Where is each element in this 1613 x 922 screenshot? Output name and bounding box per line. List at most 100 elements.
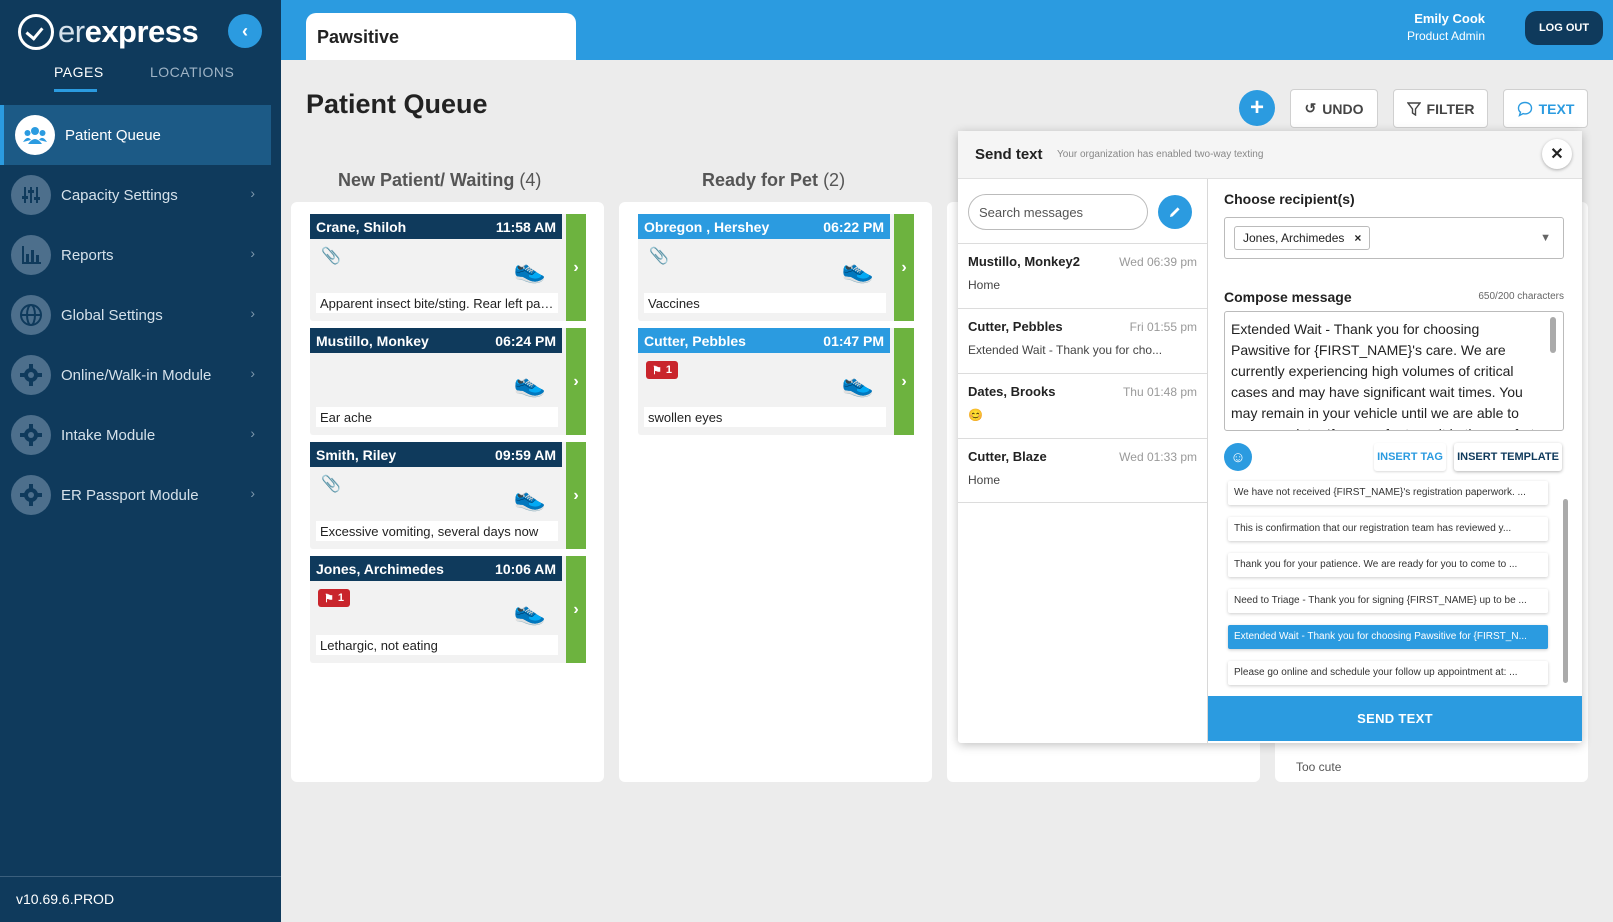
patient-card[interactable]: Mustillo, Monkey 06:24 PM 👟 Ear ache › [310,328,586,435]
template-option[interactable]: We have not received {FIRST_NAME}'s regi… [1228,481,1548,505]
collapse-sidebar-button[interactable]: ‹ [228,14,262,48]
chevron-right-icon: › [901,372,907,390]
undo-button[interactable]: ↺ UNDO [1290,89,1378,128]
attachment-icon[interactable]: 📎 [321,248,341,265]
chevron-left-icon: ‹ [242,20,248,41]
send-text-button[interactable]: SEND TEXT [1208,696,1582,741]
template-option[interactable]: Thank you for your patience. We are read… [1228,553,1548,577]
chevron-right-icon: › [573,600,579,618]
insert-tag-button[interactable]: INSERT TAG [1374,443,1446,471]
remove-recipient-icon[interactable]: × [1354,231,1362,245]
chevron-down-icon[interactable]: ▼ [1540,232,1551,244]
patient-name: Obregon , Hershey [644,219,770,235]
sidebar-item-intake-module[interactable]: Intake Module › [0,405,281,465]
advance-patient-button[interactable]: › [566,328,586,435]
patient-card[interactable]: Crane, Shiloh 11:58 AM 📎 👟 Apparent insec… [310,214,586,321]
patient-name: Cutter, Pebbles [644,333,746,349]
sidebar-item-global-settings[interactable]: Global Settings › [0,285,281,345]
list-item[interactable]: Mustillo, Monkey2 Wed 06:39 pm Home [958,243,1207,308]
chevron-right-icon: › [250,365,255,381]
template-option[interactable]: Need to Triage - Thank you for signing {… [1228,589,1548,613]
sidebar-item-capacity-settings[interactable]: Capacity Settings › [0,165,281,225]
pencil-icon [1170,207,1180,217]
patient-name: Mustillo, Monkey [316,333,429,349]
user-role: Product Admin [1406,29,1485,43]
flag-badge[interactable]: ⚑ 1 [646,361,678,379]
version-label: v10.69.6.PROD [0,876,281,922]
template-scrollbar[interactable] [1563,499,1568,683]
shoe-icon: 👟 [513,368,546,398]
sidebar-item-label: Global Settings [61,306,163,324]
undo-icon: ↺ [1304,100,1317,116]
list-item[interactable]: Cutter, Blaze Wed 01:33 pm Home [958,438,1207,503]
sidebar-item-label: Patient Queue [65,126,161,144]
sidebar-item-patient-queue[interactable]: Patient Queue [0,105,271,165]
tab-locations[interactable]: LOCATIONS [150,64,235,80]
advance-patient-button[interactable]: › [566,214,586,321]
advance-patient-button[interactable]: › [894,328,914,435]
search-messages-input[interactable] [968,194,1148,230]
plus-icon: + [1249,94,1264,121]
flag-badge[interactable]: ⚑ 1 [318,589,350,607]
chevron-right-icon: › [250,485,255,501]
new-message-button[interactable] [1158,195,1192,229]
patient-name: Jones, Archimedes [316,561,444,577]
advance-patient-button[interactable]: › [566,442,586,549]
attachment-icon[interactable]: 📎 [649,248,669,265]
recipient-select[interactable]: Jones, Archimedes × ▼ [1224,217,1564,259]
emoji-icon[interactable]: ☺ [1224,443,1252,471]
textarea-scrollbar[interactable] [1550,317,1556,353]
list-item[interactable]: Cutter, Pebbles Fri 01:55 pm Extended Wa… [958,308,1207,373]
shoe-icon: 👟 [513,482,546,512]
bar-chart-icon [11,235,51,275]
sidebar-item-label: Online/Walk-in Module [61,366,212,384]
template-list: We have not received {FIRST_NAME}'s regi… [1228,481,1548,697]
compose-pane: Choose recipient(s) Jones, Archimedes × … [1208,179,1582,743]
template-option[interactable]: Please go online and schedule your follo… [1228,661,1548,685]
chevron-right-icon: › [573,258,579,276]
close-icon[interactable]: ✕ [1542,139,1572,169]
shoe-icon: 👟 [841,254,874,284]
chevron-right-icon: › [573,372,579,390]
tab-pages[interactable]: PAGES [54,64,104,80]
recipients-label: Choose recipient(s) [1224,191,1355,207]
patient-card[interactable]: Jones, Archimedes 10:06 AM ⚑ 1 👟 Lethargic… [310,556,586,663]
chat-bubble-icon [1517,101,1532,117]
gear-icon [11,355,51,395]
patient-note: Too cute [1296,760,1342,774]
template-option[interactable]: This is confirmation that our registrati… [1228,517,1548,541]
gear-icon [11,475,51,515]
sidebar-item-reports[interactable]: Reports › [0,225,281,285]
logout-button[interactable]: LOG OUT [1525,11,1603,45]
patient-note: swollen eyes [644,407,886,427]
gear-icon [11,415,51,455]
patient-card[interactable]: Cutter, Pebbles 01:47 PM ⚑ 1 👟 swollen eye… [638,328,914,435]
text-button[interactable]: TEXT [1503,89,1588,128]
chevron-right-icon: › [250,425,255,441]
patient-card[interactable]: Smith, Riley 09:59 AM 📎 👟 Excessive vomit… [310,442,586,549]
location-tab[interactable]: Pawsitive [306,13,576,60]
add-patient-button[interactable]: + [1239,90,1275,126]
patient-card[interactable]: Obregon , Hershey 06:22 PM 📎 👟 Vaccines › [638,214,914,321]
template-option-selected[interactable]: Extended Wait - Thank you for choosing P… [1228,625,1548,649]
attachment-icon[interactable]: 📎 [321,476,341,493]
patient-note: Excessive vomiting, several days now [316,521,558,541]
advance-patient-button[interactable]: › [894,214,914,321]
filter-button[interactable]: FILTER [1393,89,1488,128]
queue-column-new-patient: Crane, Shiloh 11:58 AM 📎 👟 Apparent insec… [291,202,604,782]
erexpress-logo[interactable]: erexpress [18,12,199,52]
sidebar-tabs: PAGES LOCATIONS [0,60,281,94]
sidebar-item-er-passport-module[interactable]: ER Passport Module › [0,465,281,525]
patient-name: Crane, Shiloh [316,219,407,235]
advance-patient-button[interactable]: › [566,556,586,663]
sidebar-item-online-walkin-module[interactable]: Online/Walk-in Module › [0,345,281,405]
sidebar-item-label: ER Passport Module [61,486,199,504]
top-bar: Pawsitive Emily Cook Product Admin LOG O… [281,0,1613,60]
insert-template-button[interactable]: INSERT TEMPLATE [1454,443,1562,471]
chevron-right-icon: › [250,245,255,261]
chevron-right-icon: › [250,185,255,201]
message-textarea[interactable]: Extended Wait - Thank you for choosing P… [1224,311,1564,431]
list-item[interactable]: Dates, Brooks Thu 01:48 pm 😊 [958,373,1207,438]
patient-note: Apparent insect bite/sting. Rear left pa… [316,293,558,313]
send-text-dialog: Send text Your organization has enabled … [958,131,1582,743]
